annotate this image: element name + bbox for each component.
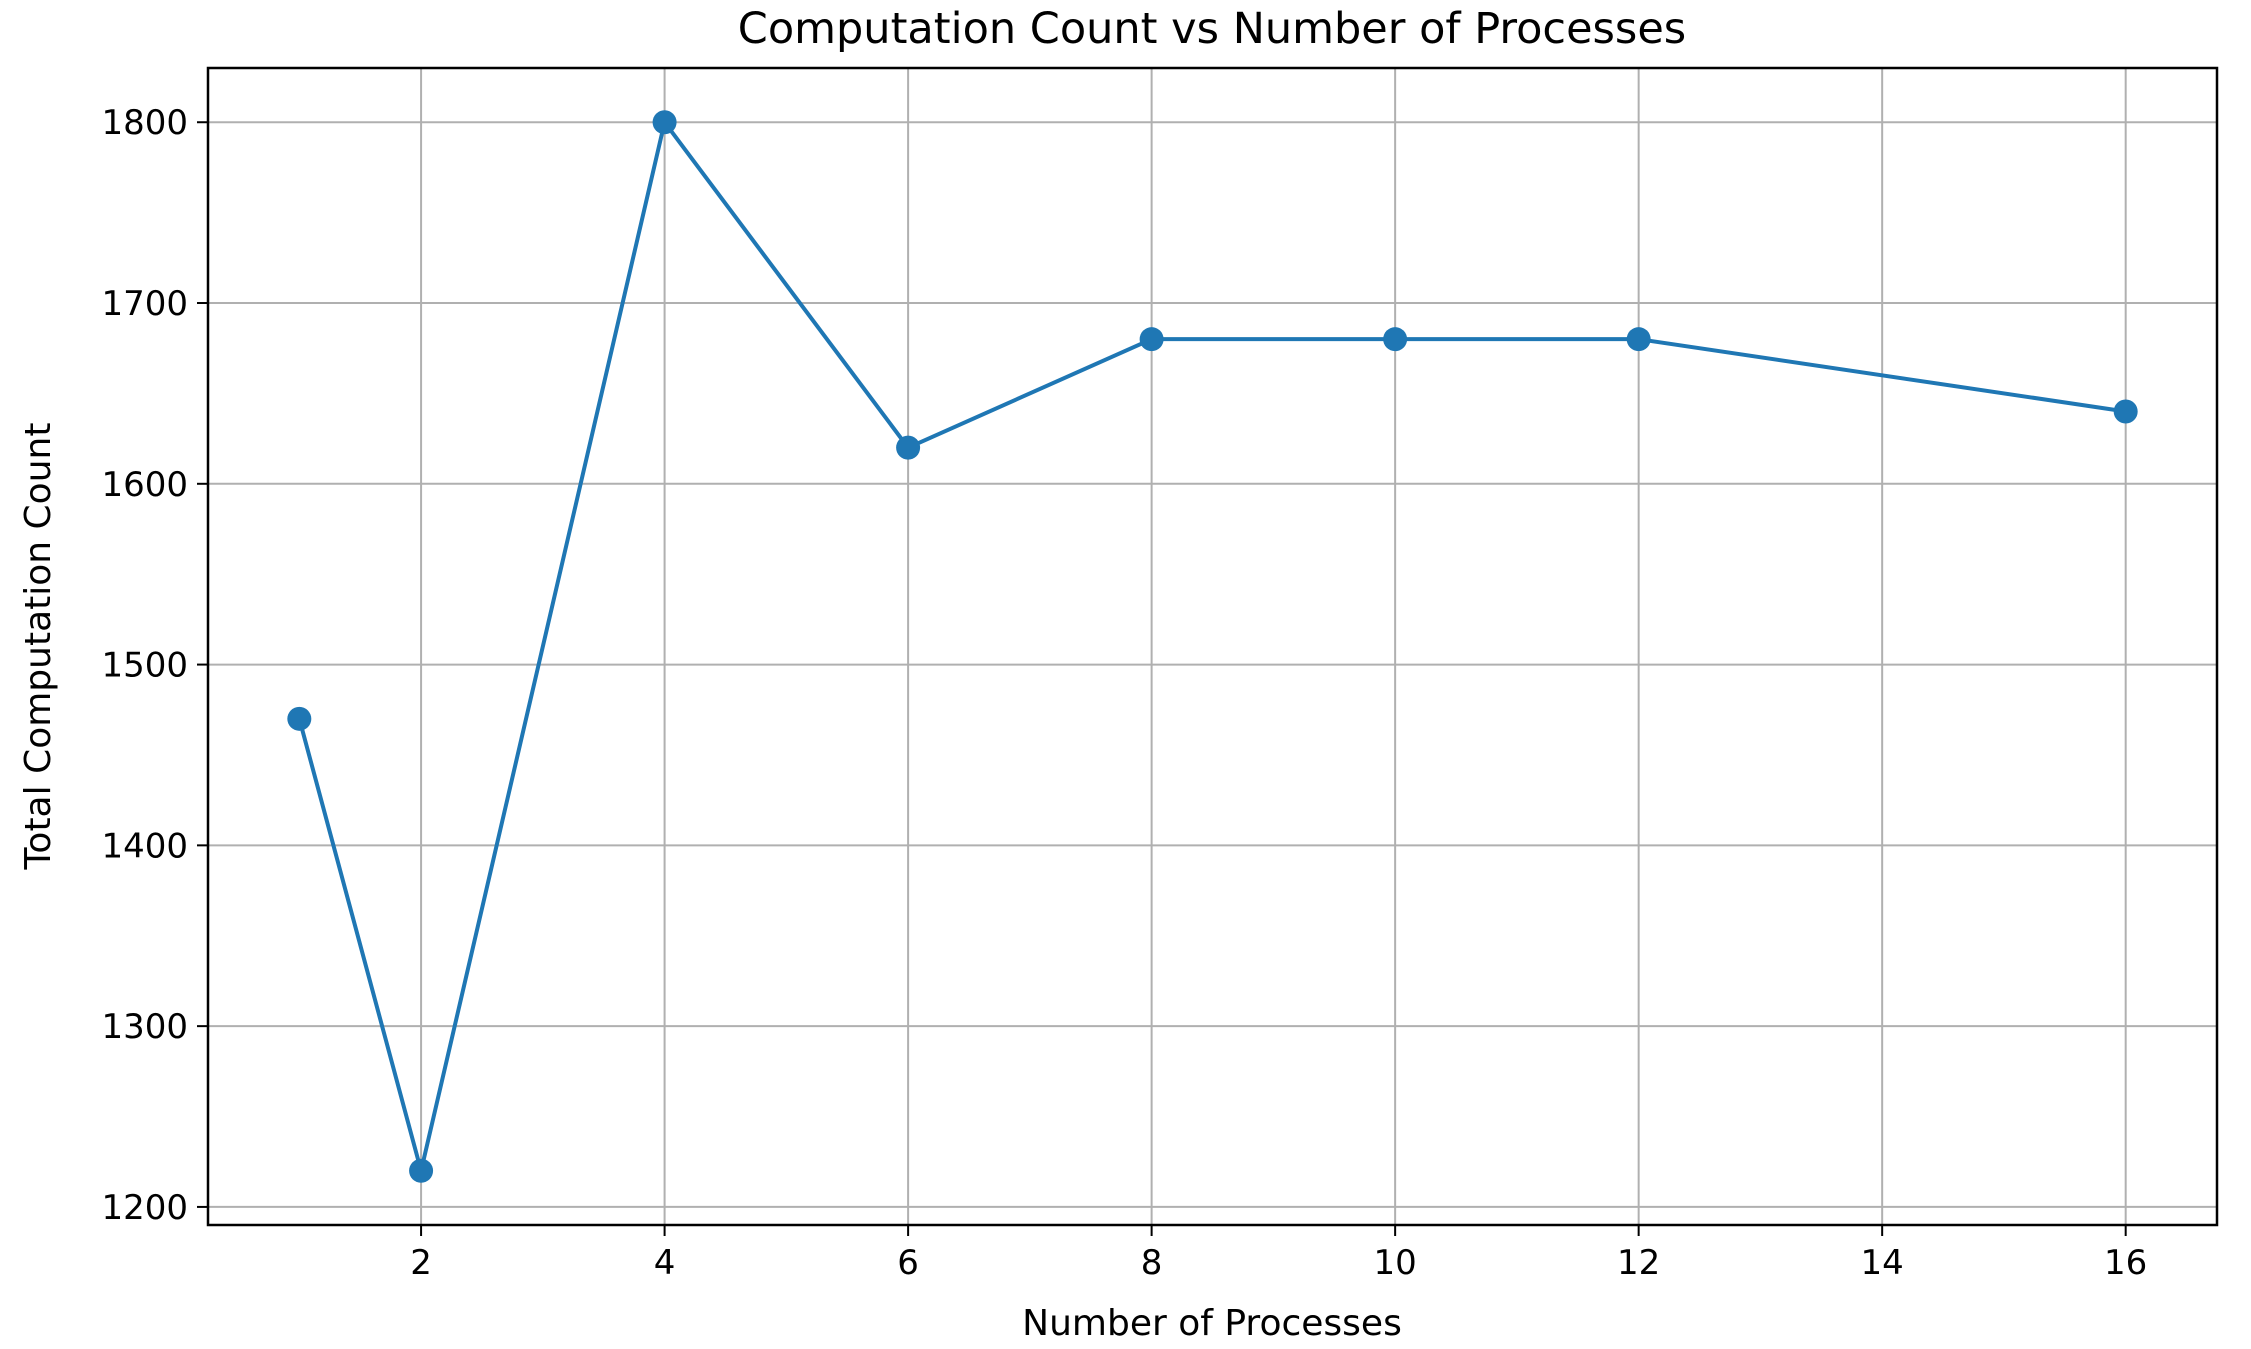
y-tick-label: 1800 xyxy=(101,103,188,143)
data-point-marker xyxy=(652,110,677,135)
tick-layer: 2 4 6 8 10 12 14 16 1200 1300 1400 1500 1600 1700 1800 xyxy=(101,103,2147,1283)
series-line xyxy=(297,120,2128,1173)
x-tick-label: 14 xyxy=(1861,1243,1904,1283)
x-tick-label: 4 xyxy=(654,1243,676,1283)
data-point-marker xyxy=(896,435,921,460)
data-point-marker xyxy=(287,706,312,731)
data-point-marker xyxy=(409,1158,434,1183)
y-tick-label: 1600 xyxy=(101,465,188,505)
x-axis-label: Number of Processes xyxy=(1022,1303,1402,1344)
x-tick-label: 2 xyxy=(410,1243,432,1283)
data-point-marker xyxy=(1626,327,1651,352)
y-tick-label: 1200 xyxy=(101,1188,188,1228)
x-tick-label: 10 xyxy=(1374,1243,1417,1283)
x-tick-label: 6 xyxy=(897,1243,919,1283)
y-tick-label: 1500 xyxy=(101,646,188,686)
y-axis-label: Total Computation Count xyxy=(18,423,59,871)
grid-lines xyxy=(208,68,2217,1225)
plot-frame xyxy=(206,66,2219,1227)
y-tick-label: 1700 xyxy=(101,284,188,324)
series-layer xyxy=(287,110,2138,1183)
data-point-marker xyxy=(2113,399,2138,424)
x-tick-label: 8 xyxy=(1141,1243,1163,1283)
x-tick-label: 16 xyxy=(2104,1243,2147,1283)
chart-title: Computation Count vs Number of Processes xyxy=(738,4,1686,54)
y-tick-label: 1400 xyxy=(101,826,188,866)
y-tick-label: 1300 xyxy=(101,1007,188,1047)
data-point-marker xyxy=(1383,327,1408,352)
data-point-marker xyxy=(1139,327,1164,352)
x-tick-label: 12 xyxy=(1617,1243,1660,1283)
